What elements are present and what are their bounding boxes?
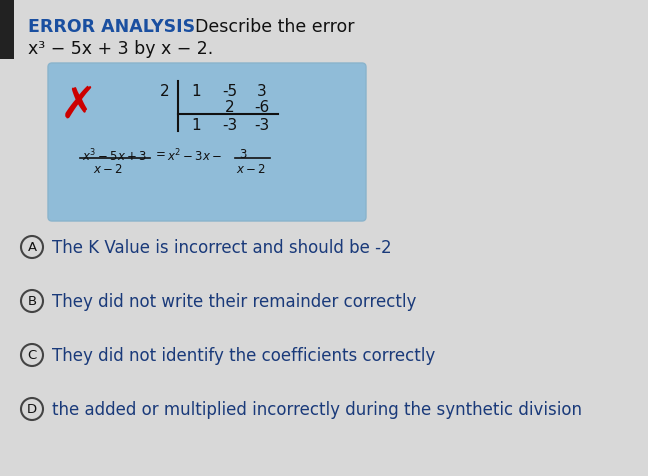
Text: Describe the error: Describe the error	[195, 18, 354, 36]
Text: 1: 1	[191, 84, 201, 99]
Text: 2: 2	[226, 100, 235, 115]
Text: -6: -6	[255, 100, 270, 115]
Text: 1: 1	[191, 118, 201, 133]
Text: $=$: $=$	[153, 146, 166, 159]
Text: $x^3-5x+3$: $x^3-5x+3$	[82, 148, 147, 164]
Text: They did not write their remainder correctly: They did not write their remainder corre…	[52, 292, 417, 310]
Text: $x-2$: $x-2$	[236, 163, 266, 176]
Text: They did not identify the coefficients correctly: They did not identify the coefficients c…	[52, 346, 435, 364]
Text: The K Value is incorrect and should be -2: The K Value is incorrect and should be -…	[52, 238, 391, 257]
Text: -3: -3	[255, 118, 270, 133]
Text: the added or multiplied incorrectly during the synthetic division: the added or multiplied incorrectly duri…	[52, 400, 582, 418]
Text: $3$: $3$	[238, 148, 248, 161]
FancyBboxPatch shape	[0, 0, 14, 60]
Text: -5: -5	[222, 84, 238, 99]
Text: x³ − 5x + 3 by x − 2.: x³ − 5x + 3 by x − 2.	[28, 40, 213, 58]
Text: ERROR ANALYSIS: ERROR ANALYSIS	[28, 18, 195, 36]
Text: $x^2-3x-$: $x^2-3x-$	[167, 148, 222, 164]
FancyBboxPatch shape	[48, 64, 366, 221]
Text: C: C	[27, 349, 37, 362]
Text: A: A	[27, 241, 36, 254]
Text: B: B	[27, 295, 36, 308]
Text: $x-2$: $x-2$	[93, 163, 123, 176]
Text: 2: 2	[160, 84, 170, 99]
Text: ✗: ✗	[60, 83, 97, 126]
Text: D: D	[27, 403, 37, 416]
Text: 3: 3	[257, 84, 267, 99]
Text: -3: -3	[222, 118, 238, 133]
